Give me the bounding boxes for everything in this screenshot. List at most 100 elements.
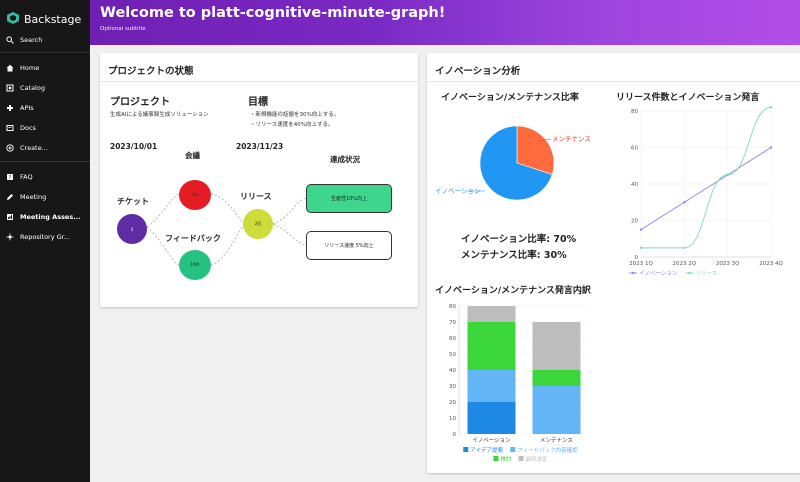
pie-slice-innovation xyxy=(479,125,553,201)
achievement-box[interactable]: リリース速度 5%向上 xyxy=(306,231,392,260)
sidebar-item-label: Meeting Asses... xyxy=(20,213,81,221)
pie-chart-title: イノベーション/メンテナンス比率 xyxy=(441,93,579,103)
release-node[interactable]: 2回 xyxy=(243,209,273,239)
sidebar-item-apis[interactable]: APIs xyxy=(0,99,90,117)
faq-icon: ? xyxy=(6,173,14,181)
create-icon xyxy=(6,144,14,152)
y-tick-label: 60 xyxy=(631,146,638,152)
sidebar: Backstage Search Home Catalog APIs Docs … xyxy=(0,0,90,482)
legend-label: フィードバック内容確認 xyxy=(517,446,578,454)
y-tick-label: 20 xyxy=(631,219,638,225)
date-start: 2023/10/01 xyxy=(110,142,158,151)
legend-swatch xyxy=(510,447,516,452)
sidebar-item-create[interactable]: Create... xyxy=(0,139,90,157)
sidebar-divider xyxy=(0,52,90,53)
sidebar-item-repository-graph[interactable]: Repository Gr... xyxy=(0,228,90,246)
bar-chart-title: イノベーション/メンテナンス発言内訳 xyxy=(435,286,591,296)
assessment-icon xyxy=(6,213,14,221)
ticket-label: チケット xyxy=(117,197,149,206)
y-tick-label: 30 xyxy=(449,384,456,390)
sidebar-item-meeting[interactable]: Meeting xyxy=(0,188,90,206)
x-tick-label: 2023 2Q xyxy=(673,261,697,267)
sidebar-search-label: Search xyxy=(20,36,43,44)
flow-edges xyxy=(146,193,307,266)
date-mid: 2023/11/23 xyxy=(236,142,284,151)
legend-label: イノベーション xyxy=(639,270,678,275)
line-point xyxy=(683,201,686,204)
apis-icon xyxy=(6,104,14,112)
goal-item: ・リリース速度を40%向上する。 xyxy=(250,122,334,128)
line-series-1 xyxy=(641,106,772,249)
innovation-ratio: イノベーション比率: 70% xyxy=(461,234,577,245)
line-chart: 0 20 40 60 80 2023 1Q 2023 2Q 2023 3Q 2023 4Q イノベ… xyxy=(629,106,783,275)
x-tick-label: 2023 1Q xyxy=(629,261,653,267)
achievement-box[interactable]: 生産性10%向上 xyxy=(306,184,392,213)
bar-segment xyxy=(467,322,516,370)
pie-leader-line xyxy=(538,138,552,142)
docs-icon xyxy=(6,124,14,132)
sidebar-search[interactable]: Search xyxy=(0,31,90,49)
line-point xyxy=(639,246,643,250)
project-status-card: プロジェクトの状態 プロジェクト 生成AIによる議事録生成ソリューション 目標 … xyxy=(100,53,418,307)
bar-segment xyxy=(532,386,581,434)
feedback-node[interactable]: 10件 xyxy=(179,250,211,280)
legend-marker xyxy=(631,271,635,275)
card-divider xyxy=(427,81,800,82)
bar-segment xyxy=(467,306,516,322)
sidebar-item-label: Home xyxy=(20,64,40,72)
maintenance-ratio: メンテナンス比率: 30% xyxy=(461,250,567,261)
pie-label-innovation: イノベーション xyxy=(435,187,480,195)
sidebar-item-docs[interactable]: Docs xyxy=(0,119,90,137)
sidebar-item-label: Docs xyxy=(20,124,36,132)
home-icon xyxy=(6,64,14,72)
sidebar-item-meeting-assessment[interactable]: Meeting Asses... xyxy=(0,208,90,226)
x-tick-label: メンテナンス xyxy=(540,437,573,444)
line-point xyxy=(769,106,773,109)
sidebar-divider xyxy=(0,161,90,162)
card-title: イノベーション分析 xyxy=(435,66,521,77)
goal-item: ・新規機能の話題を30%向上する。 xyxy=(250,112,340,118)
card-title: プロジェクトの状態 xyxy=(108,66,194,77)
y-tick-label: 50 xyxy=(449,352,456,358)
page-title: Welcome to platt-cognitive-minute-graph! xyxy=(100,5,446,21)
meeting-icon xyxy=(6,193,14,201)
legend-label: アイデア提案 xyxy=(470,446,503,454)
y-tick-label: 60 xyxy=(449,336,456,342)
bar-segment xyxy=(467,370,516,402)
legend-label: リリース xyxy=(696,270,718,275)
sidebar-item-faq[interactable]: ? FAQ xyxy=(0,168,90,186)
y-tick-label: 70 xyxy=(449,320,456,326)
goal-heading: 目標 xyxy=(248,97,268,108)
y-tick-label: 0 xyxy=(453,432,457,438)
y-tick-label: 20 xyxy=(449,400,456,406)
y-tick-label: 40 xyxy=(449,368,456,374)
line-point xyxy=(639,228,643,231)
meeting-node[interactable]: 4件 xyxy=(179,180,211,210)
sidebar-item-label: FAQ xyxy=(20,173,33,181)
feedback-label: フィードバック xyxy=(165,234,221,243)
release-label: リリース xyxy=(240,192,272,201)
bar-segment xyxy=(532,370,581,386)
sidebar-item-label: Repository Gr... xyxy=(20,233,70,241)
sidebar-item-catalog[interactable]: Catalog xyxy=(0,79,90,97)
search-icon xyxy=(6,36,14,44)
legend-swatch xyxy=(463,447,469,452)
sidebar-item-label: Create... xyxy=(20,144,48,152)
brand[interactable]: Backstage xyxy=(0,0,90,30)
legend-swatch xyxy=(518,456,524,461)
bar-segment xyxy=(532,322,581,370)
catalog-icon xyxy=(6,84,14,92)
sidebar-item-home[interactable]: Home xyxy=(0,59,90,77)
legend-label: 最終決定 xyxy=(526,455,549,463)
page-header: Welcome to platt-cognitive-minute-graph!… xyxy=(90,0,800,45)
graph-icon xyxy=(6,233,14,241)
y-tick-label: 40 xyxy=(631,182,638,188)
brand-name: Backstage xyxy=(24,12,82,26)
bar-segment xyxy=(467,402,516,434)
legend-label: 検討 xyxy=(501,455,513,463)
pie-slice-maintenance xyxy=(516,125,555,175)
ticket-node[interactable]: 3 xyxy=(117,214,147,244)
y-tick-label: 10 xyxy=(449,416,456,422)
x-tick-label: 2023 3Q xyxy=(716,261,740,267)
